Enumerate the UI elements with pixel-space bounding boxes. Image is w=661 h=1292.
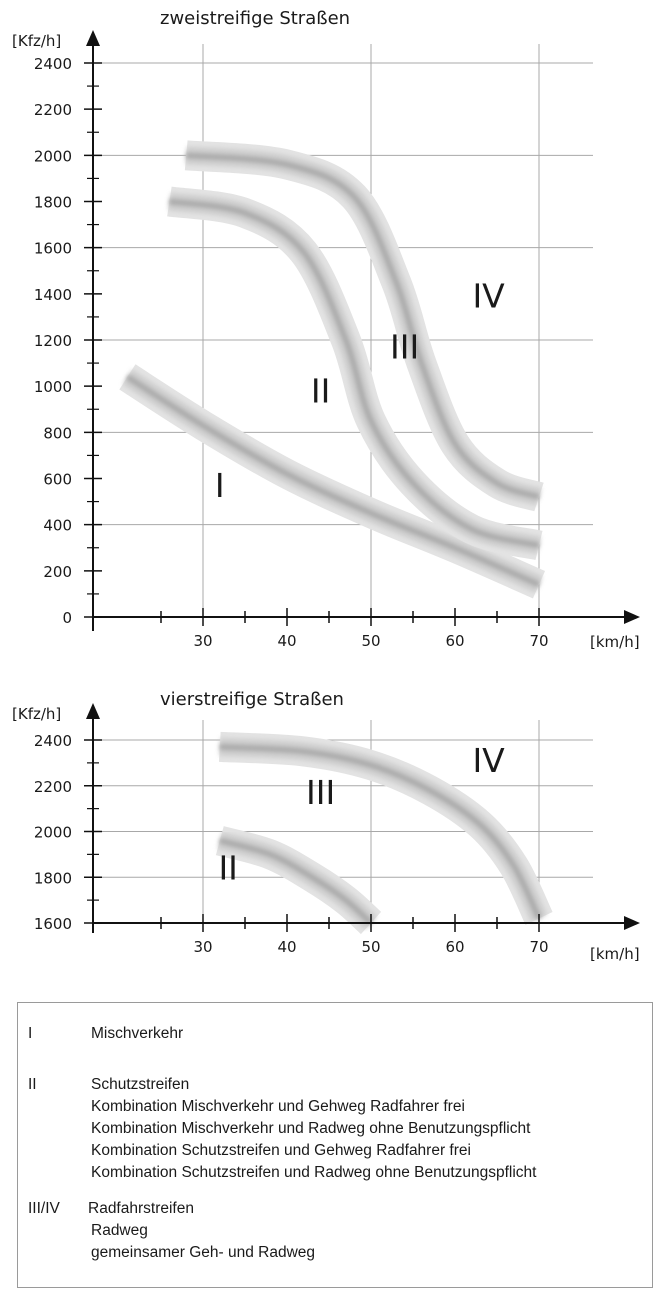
y-tick-label: 200 (43, 563, 72, 581)
region-label-ii: II (218, 849, 237, 888)
y-tick-label: 1800 (34, 869, 72, 887)
x-tick-label: 50 (361, 938, 380, 956)
y-tick-label: 2200 (34, 778, 72, 796)
y-tick-label: 600 (43, 471, 72, 489)
legend-line: Schutzstreifen (91, 1076, 190, 1093)
legend-line: Kombination Schutzstreifen und Radweg oh… (91, 1164, 537, 1181)
series-line-I (125, 374, 541, 588)
region-label-iii: III (390, 327, 419, 366)
x-axis-arrow (624, 916, 640, 930)
legend-line: Kombination Mischverkehr und Gehweg Radf… (91, 1098, 465, 1115)
y-tick-label: 2200 (34, 101, 72, 119)
legend-line: Radfahrstreifen (88, 1200, 194, 1217)
y-tick-label: 2000 (34, 147, 72, 165)
x-tick-label: 30 (193, 938, 212, 956)
legend-line: gemeinsamer Geh- und Radweg (91, 1244, 316, 1261)
region-label-i: I (215, 466, 225, 505)
y-tick-label: 1600 (34, 915, 72, 933)
x-axis-label: [km/h] (590, 945, 640, 963)
chart-zweistreifige-strassen: 0 200 400 600 800 1000 1200 1400 1600 1800 2000 220… (12, 8, 640, 651)
legend-code: I (28, 1025, 33, 1042)
x-axis-label: [km/h] (590, 633, 640, 651)
series-line-II (168, 198, 540, 549)
legend-code: II (28, 1076, 37, 1093)
y-axis-label: [Kfz/h] (12, 705, 61, 723)
y-tick-label: 2000 (34, 824, 72, 842)
series-line-III (219, 743, 542, 920)
x-tick-label: 70 (529, 938, 548, 956)
x-tick-label: 60 (445, 938, 464, 956)
y-axis-label: [Kfz/h] (12, 32, 61, 50)
x-tick-label: 50 (361, 632, 380, 650)
region-label-ii: II (311, 371, 330, 410)
x-axis-arrow (624, 610, 640, 624)
region-label-iv: IV (472, 277, 505, 316)
y-tick-label: 800 (43, 424, 72, 442)
y-tick-label: 1800 (34, 194, 72, 212)
series-line-II (219, 837, 374, 926)
y-tick-label: 1200 (34, 332, 72, 350)
region-label-iv: IV (472, 741, 505, 780)
legend-code: III/IV (28, 1200, 60, 1217)
y-tick-label: 2400 (34, 55, 72, 73)
legend-line: Mischverkehr (91, 1025, 184, 1042)
y-axis-arrow (86, 703, 100, 719)
region-label-iii: III (306, 773, 335, 812)
legend-box: I Mischverkehr II Schutzstreifen Kombina… (17, 1002, 653, 1288)
legend-line: Kombination Schutzstreifen und Gehweg Ra… (91, 1142, 471, 1159)
legend-line: Kombination Mischverkehr und Radweg ohne… (91, 1120, 531, 1137)
legend-line: Radweg (91, 1222, 148, 1239)
chart-title: zweistreifige Straßen (160, 8, 350, 29)
x-tick-label: 70 (529, 632, 548, 650)
y-tick-label: 0 (62, 609, 72, 627)
y-tick-label: 1600 (34, 240, 72, 258)
series-line-III (185, 152, 540, 500)
y-tick-label: 2400 (34, 732, 72, 750)
y-axis-arrow (86, 30, 100, 46)
x-tick-label: 30 (193, 632, 212, 650)
y-tick-label: 1000 (34, 378, 72, 396)
x-tick-label: 60 (445, 632, 464, 650)
chart-vierstreifige-strassen: 1600 1800 2000 2200 2400 30 40 50 60 70 vierstreif… (12, 689, 640, 963)
chart-title: vierstreifige Straßen (160, 689, 344, 710)
x-tick-label: 40 (277, 938, 296, 956)
y-tick-label: 400 (43, 517, 72, 535)
y-tick-label: 1400 (34, 286, 72, 304)
x-tick-label: 40 (277, 632, 296, 650)
